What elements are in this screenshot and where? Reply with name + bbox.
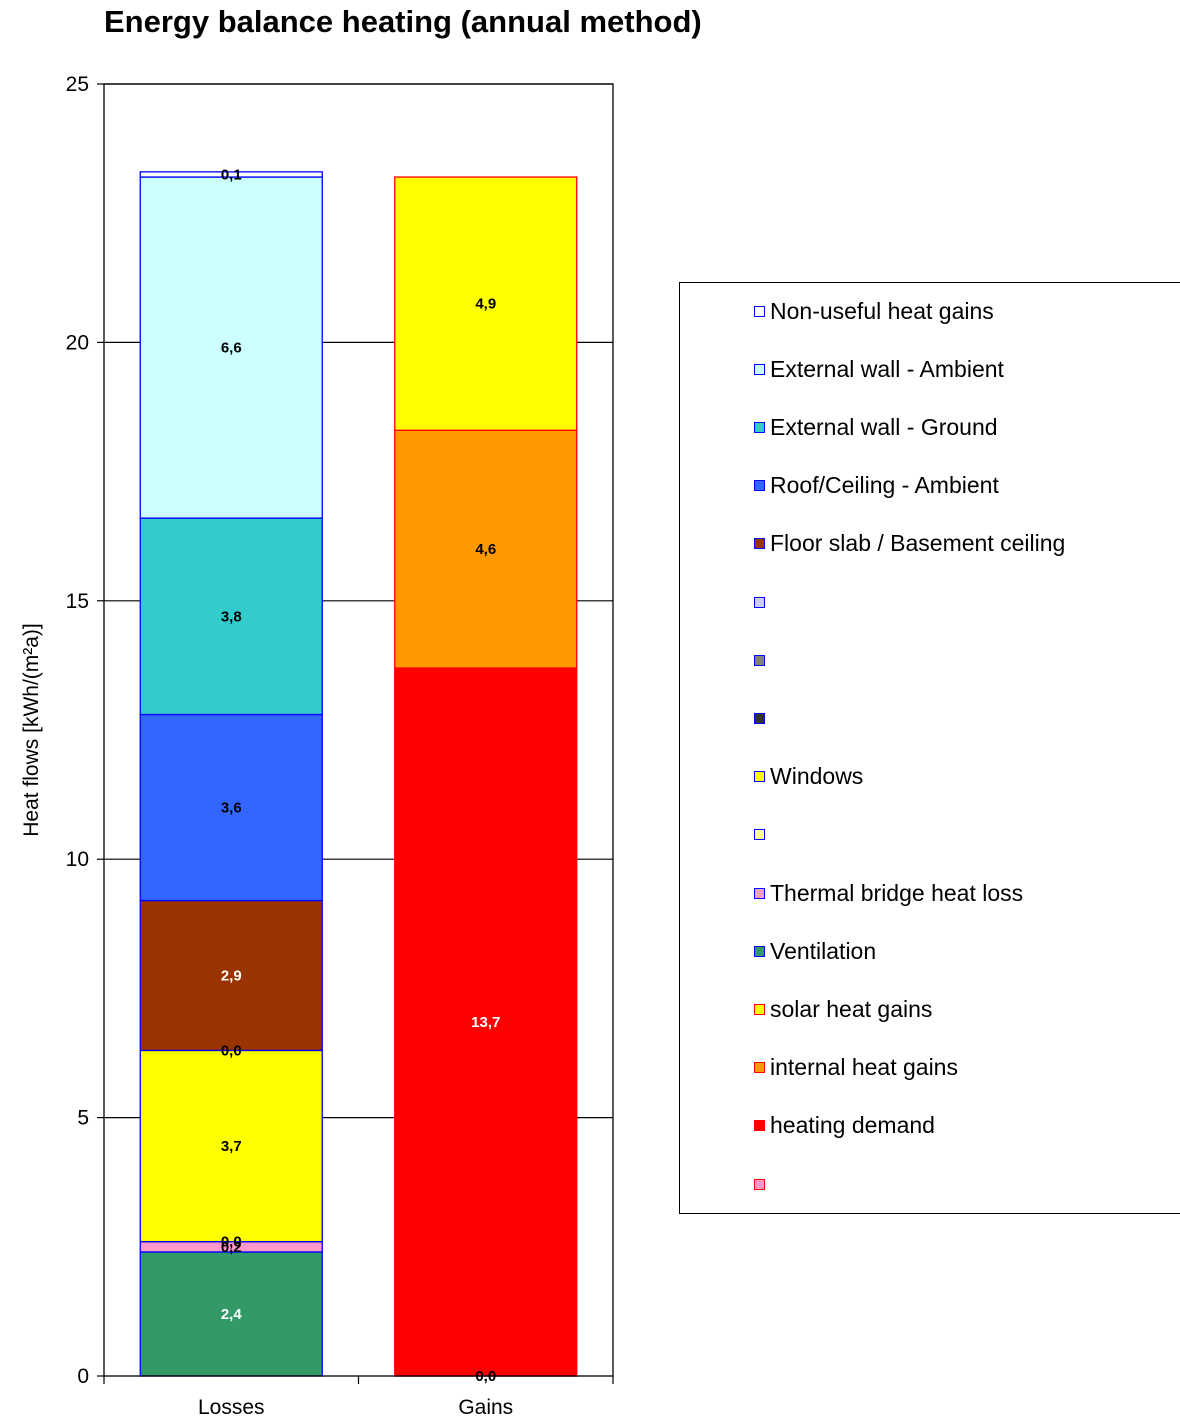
legend-item: Thermal bridge heat loss bbox=[754, 878, 1023, 908]
bar-segment bbox=[139, 517, 323, 716]
legend-swatch bbox=[754, 945, 765, 957]
legend-swatch bbox=[754, 538, 765, 550]
y-tick-label: 0 bbox=[77, 1365, 89, 1388]
legend-item bbox=[754, 820, 770, 850]
bar-segment bbox=[139, 1049, 323, 1243]
legend-swatch bbox=[754, 363, 765, 375]
legend-swatch bbox=[754, 771, 765, 783]
legend-swatch bbox=[754, 305, 765, 317]
legend-label: solar heat gains bbox=[770, 995, 933, 1022]
data-labels: 2,40,20,03,70,02,93,63,86,60,10,013,74,6… bbox=[221, 166, 501, 1385]
chart-title: Energy balance heating (annual method) bbox=[104, 4, 702, 39]
axes: 0 5 10 15 20 25 Losses Gains bbox=[66, 73, 614, 1419]
legend-swatch bbox=[754, 887, 765, 899]
data-label: 0,2 bbox=[221, 1239, 242, 1256]
data-label: 6,6 bbox=[221, 340, 242, 357]
legend-label: External wall - Ground bbox=[770, 413, 998, 440]
legend-item: External wall - Ambient bbox=[754, 354, 1004, 384]
data-label: 3,8 bbox=[221, 608, 242, 625]
data-label: 0,0 bbox=[221, 1042, 242, 1059]
legend-item: Roof/Ceiling - Ambient bbox=[754, 471, 999, 501]
bar-stacks bbox=[139, 171, 578, 1377]
y-tick-label: 25 bbox=[66, 73, 89, 96]
data-label: 13,7 bbox=[471, 1014, 500, 1031]
data-label: 4,9 bbox=[475, 296, 496, 313]
legend-item: Non-useful heat gains bbox=[754, 296, 994, 326]
data-label: 0,1 bbox=[221, 166, 242, 183]
legend-item: internal heat gains bbox=[754, 1053, 958, 1083]
legend-label: Ventilation bbox=[770, 937, 877, 964]
legend: Non-useful heat gains External wall - Amb… bbox=[679, 282, 1180, 1214]
x-tick-label: Losses bbox=[198, 1396, 265, 1419]
plot-frame bbox=[103, 83, 614, 1377]
y-axis-title: Heat flows [kWh/(m²a)] bbox=[20, 623, 43, 837]
legend-swatch bbox=[754, 421, 765, 433]
data-label: 0,0 bbox=[221, 1234, 242, 1251]
data-label: 0,0 bbox=[475, 1368, 496, 1385]
data-label: 3,6 bbox=[221, 800, 242, 817]
bar-segment bbox=[139, 176, 323, 519]
legend-label: heating demand bbox=[770, 1112, 935, 1139]
legend-label: Roof/Ceiling - Ambient bbox=[770, 472, 999, 499]
legend-label: Windows bbox=[770, 763, 864, 790]
legend-item: Floor slab / Basement ceiling bbox=[754, 529, 1065, 559]
legend-label: Floor slab / Basement ceiling bbox=[770, 530, 1066, 557]
legend-item: External wall - Ground bbox=[754, 412, 998, 442]
bar-segment bbox=[394, 176, 578, 431]
legend-item bbox=[754, 587, 770, 617]
bar-segment bbox=[139, 713, 323, 902]
bar-segment bbox=[139, 171, 323, 178]
legend-swatch bbox=[754, 829, 765, 841]
legend-label: Thermal bridge heat loss bbox=[770, 879, 1024, 906]
legend-swatch bbox=[754, 596, 765, 608]
x-tick-label: Gains bbox=[458, 1396, 513, 1419]
legend-item: Windows bbox=[754, 762, 863, 792]
legend-swatch bbox=[754, 1178, 765, 1190]
y-tick-label: 20 bbox=[66, 331, 89, 354]
data-label: 2,9 bbox=[221, 967, 242, 984]
legend-label: internal heat gains bbox=[770, 1054, 958, 1081]
y-tick-label: 5 bbox=[77, 1107, 89, 1130]
legend-label: External wall - Ambient bbox=[770, 355, 1004, 382]
data-label: 4,6 bbox=[475, 541, 496, 558]
legend-label: Non-useful heat gains bbox=[770, 297, 994, 324]
y-tick-label: 10 bbox=[66, 848, 89, 871]
legend-swatch bbox=[754, 1003, 765, 1015]
legend-swatch bbox=[754, 712, 765, 724]
legend-swatch bbox=[754, 480, 765, 492]
legend-swatch bbox=[754, 1120, 765, 1132]
legend-item: heating demand bbox=[754, 1111, 935, 1141]
y-tick-label: 15 bbox=[66, 590, 89, 613]
bar-segment bbox=[394, 667, 578, 1377]
legend-swatch bbox=[754, 654, 765, 666]
bar-segment bbox=[139, 899, 323, 1052]
bar-segment bbox=[139, 1251, 323, 1377]
legend-item: Ventilation bbox=[754, 936, 876, 966]
data-label: 3,7 bbox=[221, 1138, 242, 1155]
data-label: 2,4 bbox=[221, 1306, 243, 1323]
legend-item: solar heat gains bbox=[754, 994, 932, 1024]
legend-swatch bbox=[754, 1062, 765, 1074]
legend-item bbox=[754, 1169, 770, 1199]
legend-item bbox=[754, 703, 770, 733]
legend-item bbox=[754, 645, 770, 675]
